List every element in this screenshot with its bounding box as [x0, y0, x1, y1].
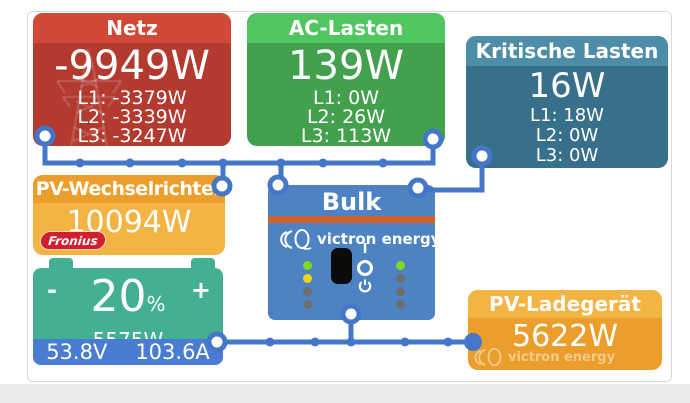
- tile-pv-charger[interactable]: PV-Ladegerät 5622W victron energy: [468, 290, 662, 370]
- ac-loads-title: AC-Lasten: [247, 13, 445, 43]
- tile-ac-loads[interactable]: AC-Lasten 139W L1: 0W L2: 26W L3: 113W: [247, 13, 445, 146]
- fronius-logo: Fronius: [39, 231, 107, 250]
- ac-loads-l1: L1: 0W: [313, 87, 379, 109]
- victron-brand-text: victron energy: [508, 349, 616, 365]
- switch-off-mark-icon: [357, 260, 373, 276]
- inverter-state-label: Bulk: [321, 188, 382, 216]
- tile-critical-loads[interactable]: Kritische Lasten 16W L1: 18W L2: 0W L3: …: [466, 36, 668, 168]
- led: [303, 274, 312, 283]
- inverter-rocker-switch[interactable]: [331, 248, 352, 284]
- led: [303, 287, 312, 296]
- battery-soc: 20: [90, 271, 147, 322]
- grid-l1: L1: -3379W: [77, 87, 187, 109]
- battery-plus-label: +: [190, 276, 211, 304]
- pv-inverter-title: PV-Wechselrichter: [33, 175, 225, 203]
- grid-title: Netz: [33, 13, 231, 43]
- battery-body: - + 20% 5575W 53.8V 103.6A: [33, 268, 223, 365]
- victron-brand-text: victron energy: [317, 230, 435, 248]
- grid-l2: L2: -3339W: [77, 106, 187, 128]
- grid-total-power: -9949W: [54, 43, 210, 89]
- battery-minus-label: -: [47, 276, 57, 304]
- pv-charger-title: PV-Ladegerät: [468, 290, 662, 318]
- led: [396, 300, 405, 309]
- led: [396, 287, 405, 296]
- grid-l3: L3: -3247W: [77, 125, 187, 146]
- pv-charger-power: 5622W: [511, 319, 618, 354]
- battery-current: 103.6A: [135, 340, 210, 364]
- led: [303, 300, 312, 309]
- critical-loads-l1: L1: 18W: [530, 105, 604, 126]
- critical-loads-l3: L3: 0W: [535, 145, 599, 166]
- power-symbol-icon: [358, 279, 372, 293]
- ac-loads-total-power: 139W: [288, 43, 404, 89]
- tile-grid[interactable]: Netz -9949W L1: -3379W L2: -3339W L3: -3…: [33, 13, 231, 146]
- battery-soc-unit: %: [146, 292, 166, 316]
- critical-loads-title: Kritische Lasten: [466, 36, 668, 66]
- led: [396, 274, 405, 283]
- critical-loads-l2: L2: 0W: [535, 125, 599, 146]
- inverter-stripe: [268, 216, 435, 223]
- inverter-switch-marks: I: [356, 243, 374, 298]
- battery-voltage-current-bar: 53.8V 103.6A: [33, 339, 223, 365]
- switch-on-mark: I: [362, 242, 368, 257]
- inverter-led-column-right: [396, 261, 405, 309]
- led: [396, 261, 405, 270]
- critical-loads-total-power: 16W: [528, 66, 606, 106]
- tile-inverter[interactable]: Bulk victron energy I: [268, 185, 435, 320]
- battery-voltage: 53.8V: [46, 340, 108, 364]
- inverter-led-column-left: [303, 261, 312, 309]
- led: [303, 261, 312, 270]
- ac-loads-l2: L2: 26W: [306, 106, 386, 128]
- victron-spiral-icon: [474, 347, 502, 367]
- ac-loads-l3: L3: 113W: [300, 125, 392, 146]
- tile-pv-inverter[interactable]: PV-Wechselrichter 10094W Fronius: [33, 175, 225, 255]
- tile-battery[interactable]: - + 20% 5575W 53.8V 103.6A: [33, 258, 223, 365]
- victron-spiral-icon: [280, 229, 312, 250]
- page-footer-strip: [0, 384, 690, 403]
